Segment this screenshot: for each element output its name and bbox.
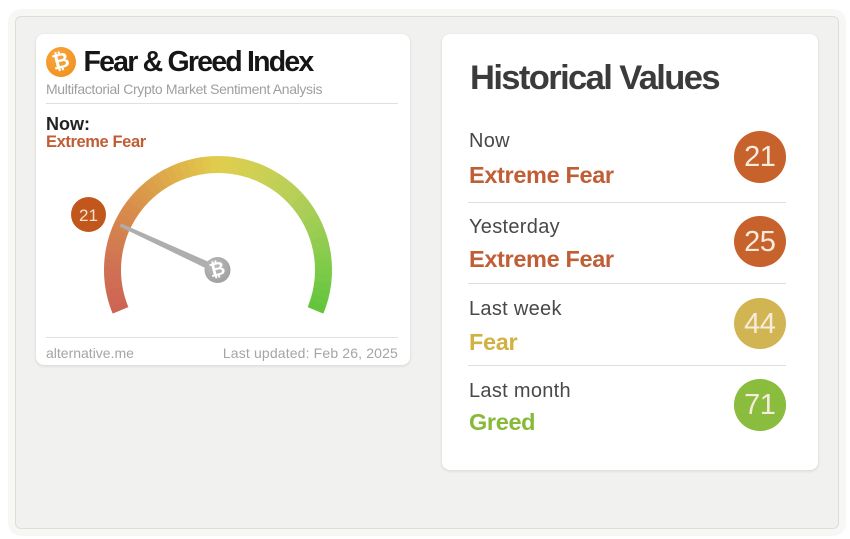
- svg-text:₿: ₿: [207, 258, 227, 282]
- svg-text:21: 21: [79, 206, 98, 225]
